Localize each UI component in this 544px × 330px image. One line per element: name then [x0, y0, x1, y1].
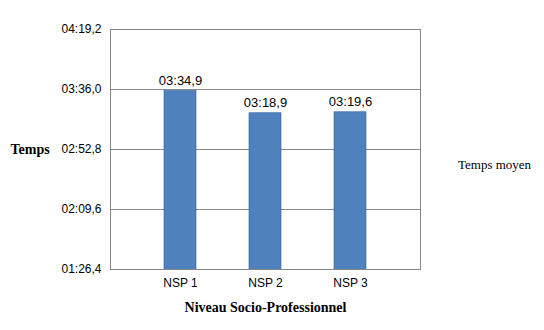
svg-text:02:52,8: 02:52,8: [61, 142, 101, 156]
svg-text:01:26,4: 01:26,4: [61, 262, 101, 276]
html-text:Temps moyen: Temps moyen: [458, 157, 532, 172]
svg-text:03:36,0: 03:36,0: [61, 82, 101, 96]
svg-text:04:19,2: 04:19,2: [61, 22, 101, 36]
svg-text:03:19,6: 03:19,6: [329, 94, 372, 109]
svg-text:NSP 3: NSP 3: [333, 276, 368, 290]
svg-text:NSP 2: NSP 2: [248, 276, 283, 290]
svg-text:Temps: Temps: [11, 142, 51, 157]
svg-text:Niveau Socio-Professionnel: Niveau Socio-Professionnel: [185, 300, 347, 315]
svg-text:02:09,6: 02:09,6: [61, 202, 101, 216]
svg-text:03:18,9: 03:18,9: [244, 95, 287, 110]
svg-text:03:34,9: 03:34,9: [159, 73, 202, 88]
svg-text:NSP 1: NSP 1: [163, 276, 198, 290]
